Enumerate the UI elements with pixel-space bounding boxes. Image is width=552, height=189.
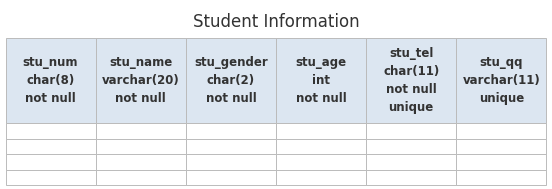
Text: Student Information: Student Information <box>193 13 359 31</box>
Text: stu_age
int
not null: stu_age int not null <box>295 56 347 105</box>
Text: stu_qq
varchar(11)
unique: stu_qq varchar(11) unique <box>463 56 540 105</box>
Text: stu_tel
char(11)
not null
unique: stu_tel char(11) not null unique <box>383 47 439 114</box>
Text: stu_name
varchar(20)
not null: stu_name varchar(20) not null <box>102 56 179 105</box>
Text: stu_num
char(8)
not null: stu_num char(8) not null <box>23 56 78 105</box>
Text: stu_gender
char(2)
not null: stu_gender char(2) not null <box>194 56 268 105</box>
